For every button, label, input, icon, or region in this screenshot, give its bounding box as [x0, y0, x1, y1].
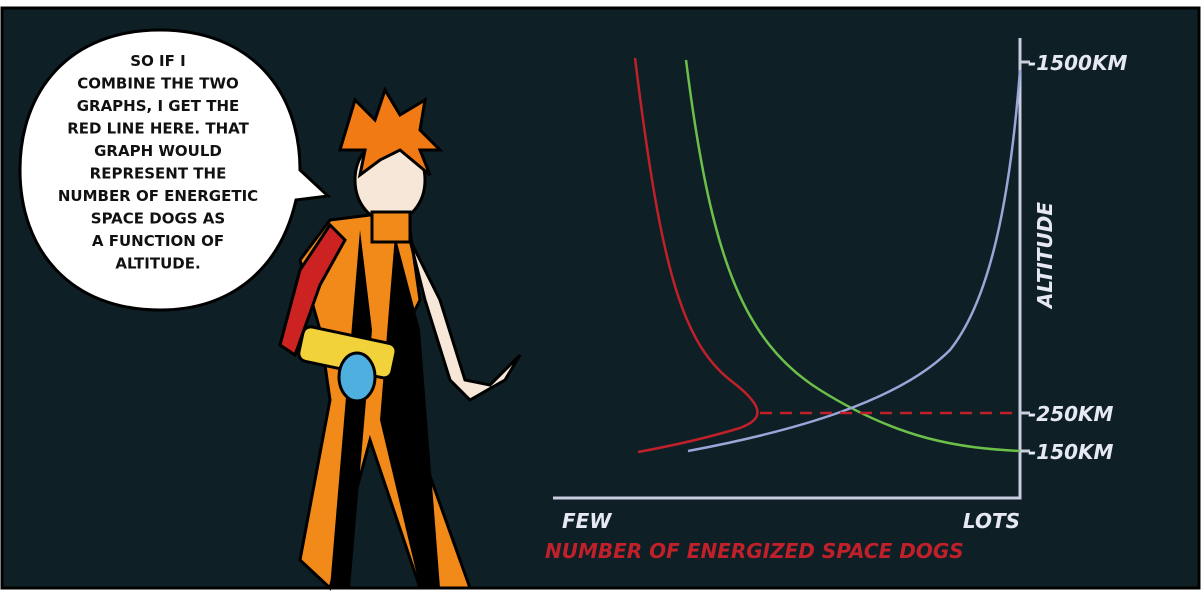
- x-label: LOTS: [963, 509, 1020, 533]
- speech-line: COMBINE THE TWO: [77, 75, 239, 93]
- y-label: -150KM: [1028, 440, 1114, 464]
- x-axis-label: NUMBER OF ENERGIZED SPACE DOGS: [545, 539, 964, 563]
- speech-line: A FUNCTION OF: [92, 232, 224, 250]
- speech-line: SO IF I: [130, 52, 185, 70]
- speech-line: NUMBER OF ENERGETIC: [58, 187, 258, 205]
- comic-panel: SO IF I COMBINE THE TWO GRAPHS, I GET THE R…: [0, 0, 1201, 592]
- speech-line: ALTITUDE.: [115, 255, 200, 273]
- speech-line: RED LINE HERE. THAT: [67, 120, 249, 138]
- speech-line: REPRESENT THE: [90, 165, 227, 183]
- speech-line: GRAPHS, I GET THE: [77, 97, 240, 115]
- x-label: FEW: [562, 509, 612, 533]
- speech-line: GRAPH WOULD: [94, 142, 222, 160]
- y-label: -1500KM: [1028, 51, 1127, 75]
- speech-line: SPACE DOGS AS: [91, 210, 225, 228]
- y-label: -250KM: [1028, 402, 1114, 426]
- y-axis-label: ALTITUDE: [1033, 202, 1057, 310]
